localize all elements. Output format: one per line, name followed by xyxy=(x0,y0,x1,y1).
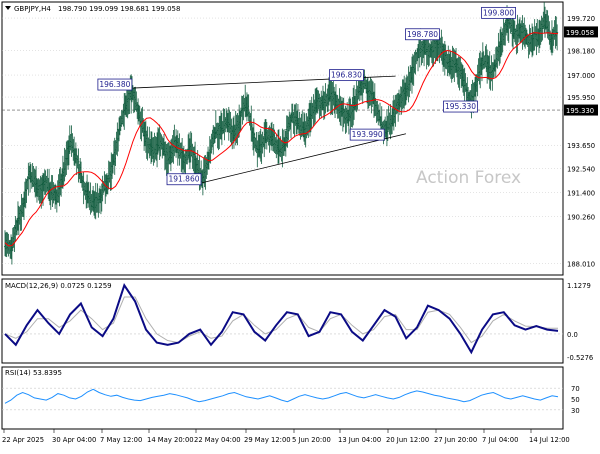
moving-average-line xyxy=(4,32,558,247)
macd-axis: 1.1279 0.0 -0.5276 xyxy=(567,282,593,362)
time-tick-label: 22 May 04:00 xyxy=(194,436,241,444)
price-tick-label: 193.650 xyxy=(567,142,595,150)
price-bar xyxy=(386,115,389,141)
annotation-text: 191.860 xyxy=(168,175,199,184)
macd-tick-label: 1.1279 xyxy=(567,282,591,290)
level-price-box-text: 195.330 xyxy=(566,107,594,115)
annotation-text: 196.830 xyxy=(331,71,362,80)
time-tick-label: 7 Jul 04:00 xyxy=(482,436,518,444)
annotation-box xyxy=(481,6,516,19)
level-price-box-bg xyxy=(564,104,598,116)
rsi-reference-lines xyxy=(2,387,563,411)
symbol-dropdown-icon[interactable] xyxy=(5,6,11,10)
macd-main-line xyxy=(4,283,559,355)
price-bar xyxy=(394,94,397,127)
annotation-text: 198.780 xyxy=(407,30,438,39)
price-tick-label: 199.720 xyxy=(567,15,595,23)
price-bar xyxy=(101,175,104,202)
time-tick-label: 7 May 12:00 xyxy=(100,436,142,444)
rsi-tick-label: 50 xyxy=(571,396,580,404)
annotation-label: 198.780 xyxy=(405,28,440,41)
price-annotations: 196.380 191.860 196.830 193.990 198.780 195.3… xyxy=(97,6,516,186)
time-axis: 22 Apr 2025 30 Apr 04:00 7 May 12:00 14 May… xyxy=(2,429,570,444)
macd-tick-label: 0.0 xyxy=(567,331,578,339)
annotation-box xyxy=(405,28,440,41)
chart-header: GBPJPY,H4 198.790 199.099 198.681 199.05… xyxy=(5,5,180,13)
annotation-label: 199.800 xyxy=(481,6,516,19)
time-tick-label: 30 Apr 04:00 xyxy=(52,436,96,444)
annotation-label: 195.330 xyxy=(443,100,478,113)
time-tick-label: 29 May 12:00 xyxy=(244,436,291,444)
price-bar xyxy=(77,148,80,183)
time-tick-label: 5 Jun 20:00 xyxy=(292,436,331,444)
annotation-box xyxy=(349,128,385,141)
macd-tick-label: -0.5276 xyxy=(567,354,593,362)
annotation-text: 195.330 xyxy=(445,102,476,111)
price-tick-label: 188.010 xyxy=(567,260,595,268)
annotation-text: 196.380 xyxy=(99,80,130,89)
price-bar xyxy=(156,127,159,155)
ohlc-label: 198.790 199.099 198.681 199.058 xyxy=(58,5,180,13)
price-bar xyxy=(556,24,559,51)
price-panel-frame xyxy=(1,1,564,276)
price-bar xyxy=(210,133,213,154)
annotation-text: 193.990 xyxy=(352,130,383,139)
price-bar xyxy=(250,105,253,142)
rsi-panel-frame xyxy=(1,366,564,430)
current-price-box: 199.058 xyxy=(564,26,598,38)
rsi-axis: 70 50 30 xyxy=(571,385,580,415)
rsi-line xyxy=(4,388,559,404)
price-axis: 199.720 198.180 197.000 195.950 193.650 192.5… xyxy=(567,15,595,268)
symbol-label: GBPJPY,H4 xyxy=(14,5,51,13)
time-tick-label: 20 Jun 12:00 xyxy=(386,436,429,444)
trendline xyxy=(201,133,407,184)
annotation-label: 196.830 xyxy=(329,69,364,82)
price-bar xyxy=(194,141,197,175)
rsi-tick-label: 70 xyxy=(571,385,580,393)
annotation-label: 196.380 xyxy=(97,78,133,91)
time-tick-label: 27 Jun 20:00 xyxy=(434,436,477,444)
current-price-marker: 199.058 195.330 xyxy=(564,26,598,116)
annotation-box xyxy=(329,69,364,82)
macd-signal-line xyxy=(4,296,558,344)
price-tick-label: 192.540 xyxy=(567,165,595,173)
level-price-box: 195.330 xyxy=(564,104,598,116)
annotation-box xyxy=(97,78,133,91)
watermark-text: Action Forex xyxy=(416,168,521,188)
macd-title: MACD(12,26,9) 0.0725 0.1259 xyxy=(5,282,112,290)
rsi-tick-label: 30 xyxy=(571,407,580,415)
time-tick-label: 22 Apr 2025 xyxy=(2,436,44,444)
price-tick-label: 198.180 xyxy=(567,47,595,55)
price-tick-label: 197.000 xyxy=(567,72,595,80)
price-tick-label: 195.950 xyxy=(567,94,595,102)
annotation-label: 191.860 xyxy=(166,173,202,186)
annotation-box xyxy=(443,100,478,113)
price-bars xyxy=(4,2,559,265)
current-price-box-text: 199.058 xyxy=(566,29,594,37)
time-tick-label: 14 Jul 12:00 xyxy=(529,436,570,444)
price-bar xyxy=(310,96,313,130)
current-price-box-bg xyxy=(564,26,598,38)
price-bar xyxy=(186,148,189,165)
rsi-title: RSI(14) 53.8395 xyxy=(5,369,62,377)
annotation-label: 193.990 xyxy=(349,128,385,141)
macd-panel-frame xyxy=(1,278,564,364)
price-tick-label: 190.260 xyxy=(567,213,595,221)
price-tick-label: 191.400 xyxy=(567,189,595,197)
annotation-text: 199.800 xyxy=(483,8,514,17)
time-tick-label: 13 Jun 04:00 xyxy=(338,436,381,444)
annotation-box xyxy=(166,173,202,186)
time-tick-label: 14 May 20:00 xyxy=(147,436,194,444)
